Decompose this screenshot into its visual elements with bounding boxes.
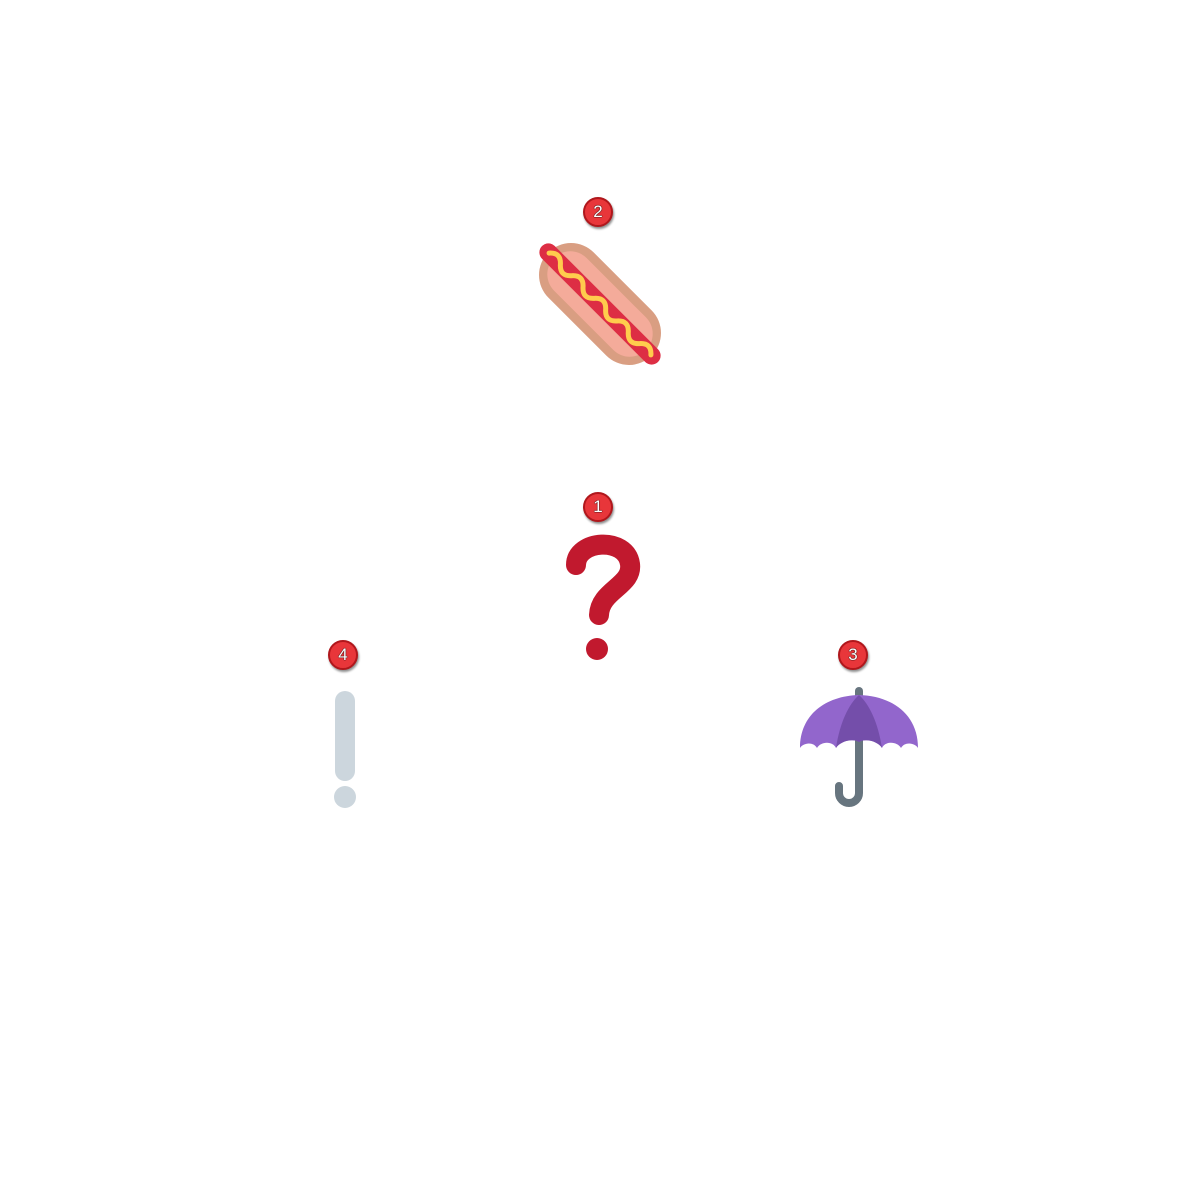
question-mark-icon [566,534,641,660]
exclamation-mark-icon [334,691,356,808]
umbrella-icon [800,687,918,807]
marker-4: 4 [275,640,415,820]
marker-1: 1 [530,492,670,672]
marker-3: 3 [785,640,925,820]
hot-dog-icon [539,243,661,365]
marker-2: 2 [530,197,670,377]
number-badge: 2 [583,197,613,227]
number-badge: 3 [838,640,868,670]
number-badge: 4 [328,640,358,670]
number-badge: 1 [583,492,613,522]
